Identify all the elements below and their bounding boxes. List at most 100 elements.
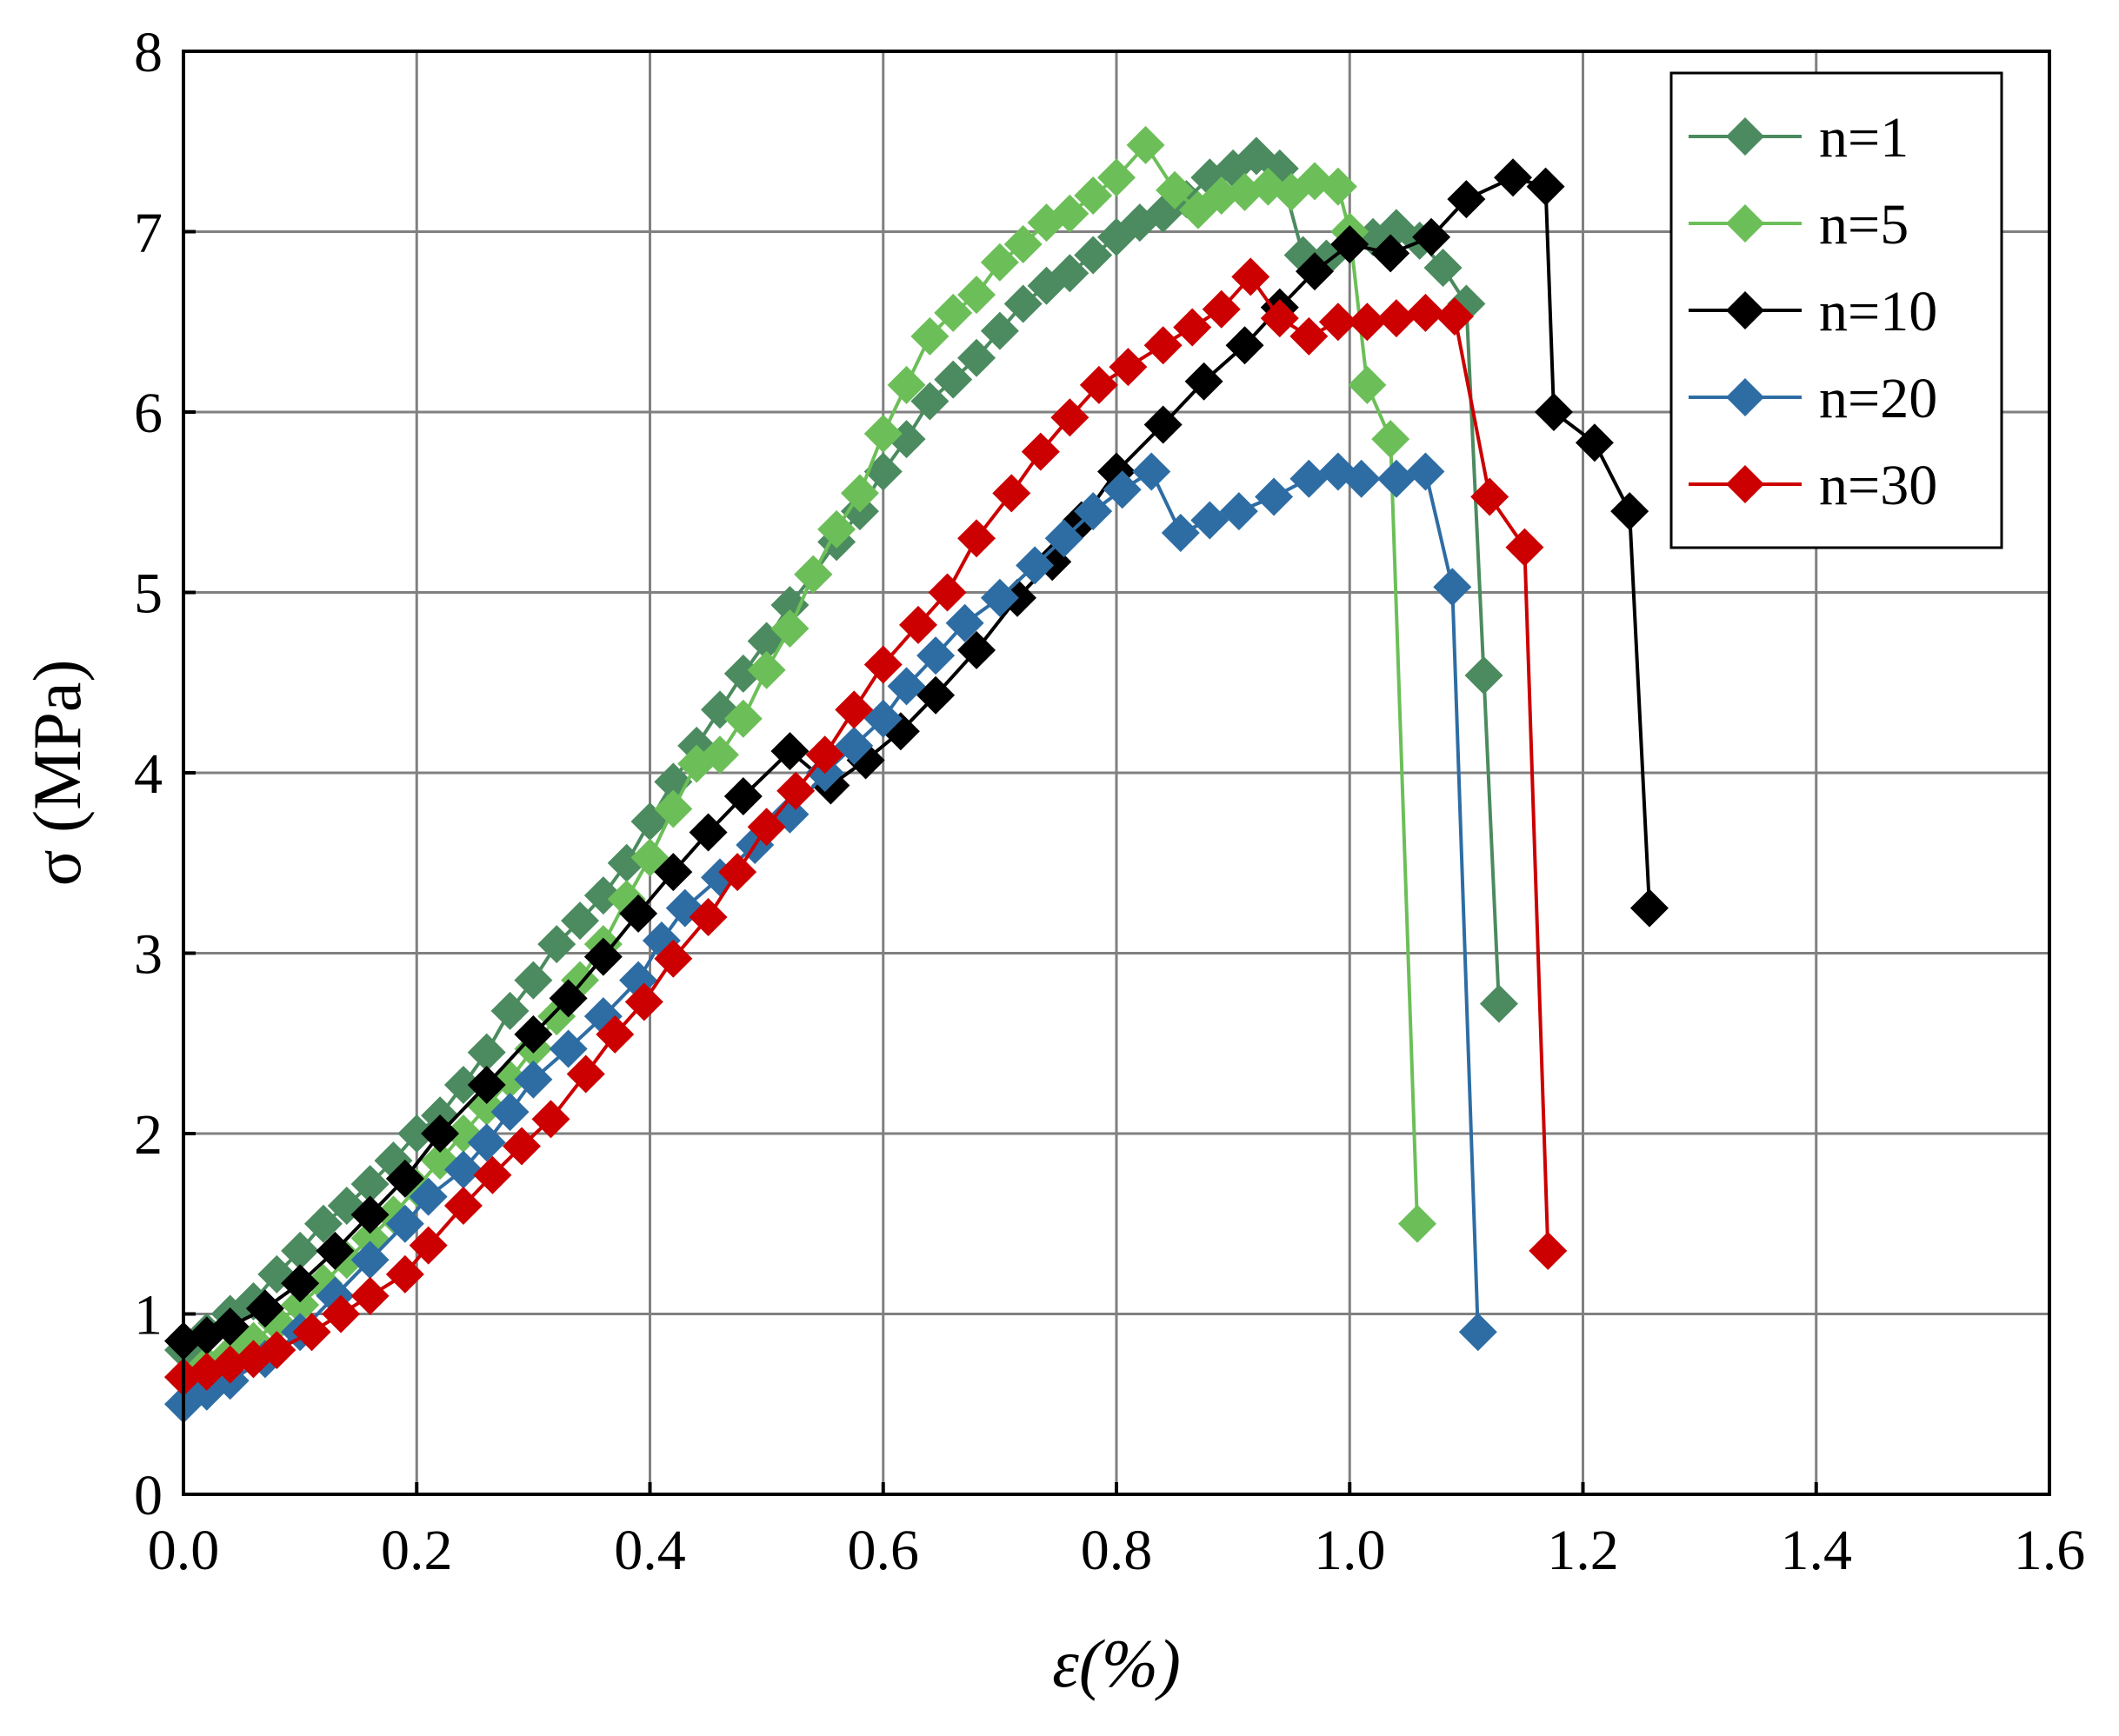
- data-point: [421, 1114, 460, 1153]
- data-point: [1074, 492, 1113, 531]
- data-point: [1050, 398, 1089, 437]
- x-tick-label: 0.6: [848, 1519, 920, 1582]
- legend-marker: [1726, 204, 1764, 243]
- data-point: [1289, 316, 1329, 356]
- data-point: [1376, 299, 1416, 338]
- data-point: [1231, 257, 1270, 296]
- data-point: [1435, 297, 1474, 336]
- data-point: [863, 699, 903, 738]
- data-point: [1458, 1313, 1497, 1352]
- data-point: [723, 776, 763, 815]
- legend-label: n=30: [1819, 454, 1937, 517]
- series-n=20: [164, 452, 1497, 1424]
- data-point: [1074, 236, 1113, 275]
- data-point: [257, 1331, 297, 1369]
- legend-label: n=20: [1819, 367, 1937, 430]
- data-point: [397, 1114, 436, 1153]
- data-point: [1289, 459, 1329, 498]
- data-point: [992, 474, 1031, 513]
- data-point: [467, 1123, 506, 1162]
- data-point: [957, 630, 996, 669]
- data-point: [187, 1352, 226, 1391]
- legend-item: n=1: [1689, 106, 1909, 170]
- data-point: [1406, 452, 1445, 491]
- data-point: [747, 650, 786, 689]
- data-point: [887, 365, 926, 404]
- data-point: [1225, 326, 1264, 365]
- data-point: [385, 1254, 424, 1294]
- data-point: [957, 519, 996, 558]
- data-point: [723, 654, 763, 693]
- data-point: [654, 853, 693, 892]
- data-point: [770, 732, 810, 771]
- data-point: [1330, 225, 1369, 264]
- data-point: [718, 853, 757, 892]
- y-tick-label: 8: [134, 21, 163, 84]
- data-point: [1021, 432, 1060, 471]
- data-point: [980, 311, 1019, 350]
- data-point: [1202, 176, 1241, 215]
- data-point: [1126, 125, 1165, 164]
- data-point: [549, 1029, 588, 1068]
- data-point: [583, 876, 623, 915]
- data-point: [443, 1065, 483, 1104]
- data-point: [514, 961, 553, 1000]
- legend-marker: [1726, 291, 1764, 329]
- data-point: [1610, 492, 1649, 531]
- data-point: [467, 1033, 506, 1072]
- x-tick-label: 1.6: [2014, 1519, 2086, 1582]
- legend-label: n=10: [1819, 280, 1937, 343]
- data-point: [281, 1286, 320, 1325]
- data-point: [1255, 477, 1294, 516]
- data-point: [514, 1014, 553, 1054]
- data-point: [1494, 158, 1533, 197]
- data-point: [910, 382, 950, 421]
- data-point: [1371, 420, 1410, 459]
- data-point: [514, 1060, 553, 1099]
- data-point: [1526, 167, 1565, 206]
- data-point: [689, 813, 728, 852]
- x-tick-label: 0.2: [381, 1519, 453, 1582]
- data-point: [1318, 303, 1357, 342]
- y-tick-label: 4: [134, 742, 163, 806]
- data-point: [957, 276, 996, 315]
- series-n=30: [164, 257, 1568, 1397]
- x-axis-title: ε(%): [1052, 1626, 1181, 1701]
- data-point: [863, 414, 903, 453]
- data-point: [1143, 326, 1183, 365]
- data-point: [1318, 167, 1357, 206]
- data-point: [805, 735, 844, 775]
- data-point: [619, 894, 658, 933]
- data-point: [770, 586, 810, 625]
- y-tick-label: 6: [134, 382, 163, 445]
- data-point: [1534, 393, 1573, 431]
- data-point: [1371, 234, 1410, 273]
- y-tick-label: 7: [134, 202, 163, 265]
- data-point: [1074, 176, 1113, 215]
- data-point: [1470, 477, 1509, 516]
- data-point: [835, 726, 874, 765]
- data-point: [840, 474, 879, 513]
- data-point: [1376, 459, 1416, 498]
- data-point: [385, 1159, 424, 1198]
- data-point: [561, 901, 600, 941]
- data-point: [1629, 888, 1669, 928]
- legend-item: n=30: [1689, 454, 1937, 517]
- data-point: [316, 1231, 355, 1270]
- data-point: [490, 991, 530, 1030]
- legend-marker: [1726, 465, 1764, 503]
- legend-item: n=20: [1689, 367, 1937, 430]
- data-point: [794, 555, 833, 594]
- data-point: [624, 982, 663, 1021]
- legend: n=1 n=5 n=10 n=20 n=30: [1669, 71, 2003, 549]
- data-point: [292, 1313, 331, 1352]
- data-point: [1184, 362, 1223, 401]
- data-point: [303, 1204, 343, 1243]
- data-point: [596, 1014, 635, 1054]
- data-point: [350, 1195, 390, 1234]
- data-point: [1348, 303, 1387, 342]
- data-point: [1097, 158, 1136, 197]
- data-point: [322, 1294, 361, 1334]
- data-point: [1505, 528, 1544, 567]
